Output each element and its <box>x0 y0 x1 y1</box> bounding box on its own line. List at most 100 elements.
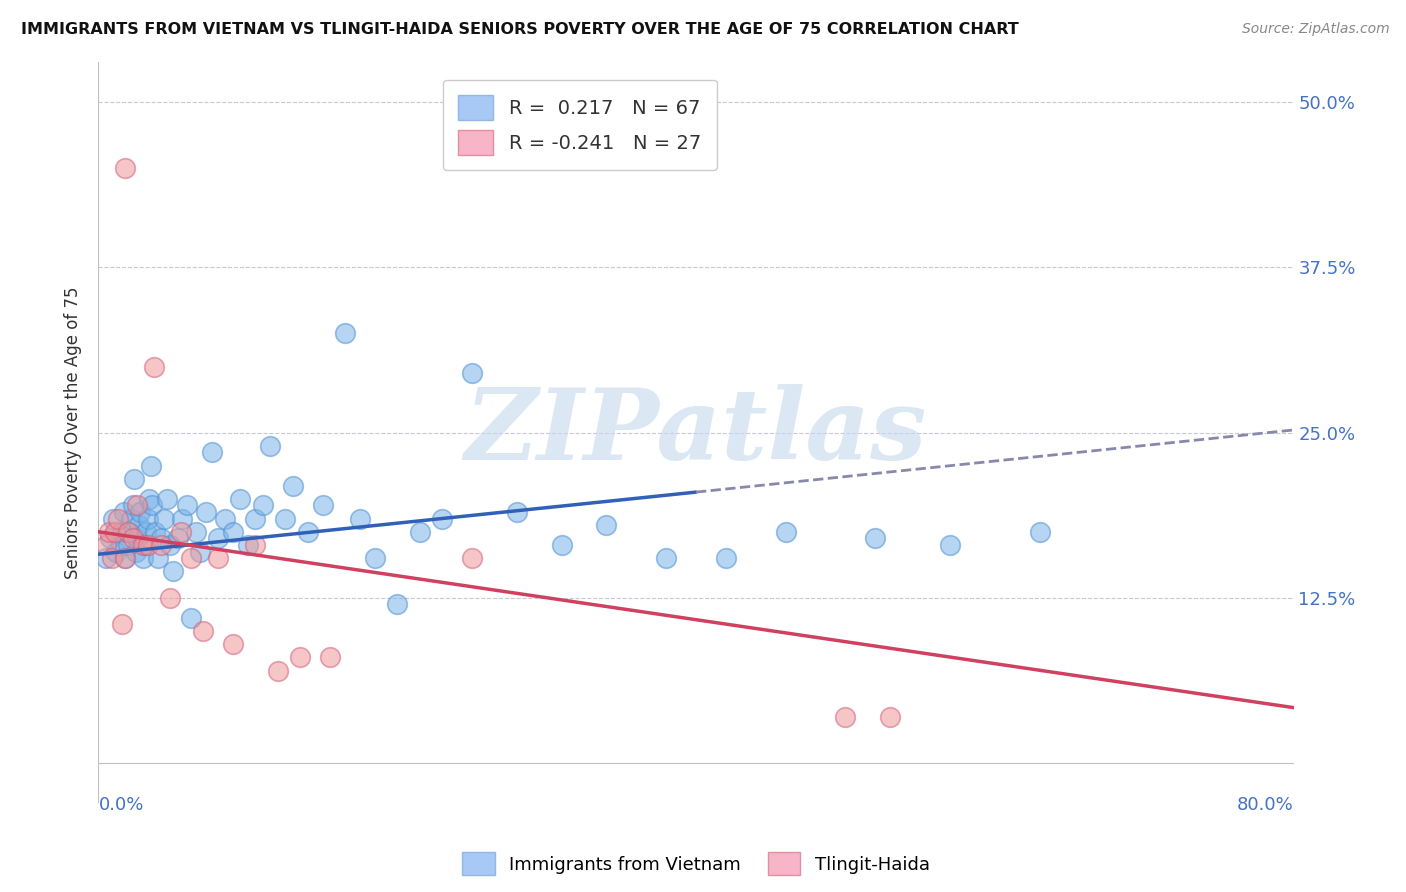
Point <box>153 511 176 525</box>
Point <box>128 518 150 533</box>
Point <box>214 511 236 525</box>
Point <box>148 551 170 566</box>
Point <box>461 366 484 380</box>
Point <box>245 511 267 525</box>
Point <box>111 617 134 632</box>
Point <box>97 524 120 539</box>
Point <box>105 544 128 558</box>
Point <box>162 565 184 579</box>
Point <box>143 524 166 539</box>
Point <box>288 650 311 665</box>
Point <box>114 551 136 566</box>
Point <box>184 524 207 539</box>
Point <box>461 551 484 566</box>
Point <box>150 538 173 552</box>
Point <box>655 551 678 566</box>
Point <box>139 458 162 473</box>
Point <box>121 532 143 546</box>
Point <box>207 532 229 546</box>
Point <box>775 524 797 539</box>
Point <box>101 551 124 566</box>
Point <box>94 551 117 566</box>
Point <box>297 524 319 539</box>
Point <box>364 551 387 566</box>
Point <box>156 491 179 506</box>
Point <box>141 499 163 513</box>
Point <box>169 524 191 539</box>
Point <box>129 505 152 519</box>
Point <box>281 478 304 492</box>
Point <box>349 511 371 525</box>
Point <box>550 538 572 552</box>
Point <box>236 538 259 552</box>
Point <box>245 538 267 552</box>
Point <box>834 710 856 724</box>
Point <box>159 591 181 605</box>
Point <box>195 505 218 519</box>
Point <box>135 524 157 539</box>
Point <box>138 491 160 506</box>
Point <box>865 532 887 546</box>
Point <box>430 511 453 525</box>
Text: ZIPatlas: ZIPatlas <box>465 384 927 481</box>
Point <box>180 551 202 566</box>
Point <box>408 524 430 539</box>
Point <box>142 359 165 374</box>
Point <box>132 551 155 566</box>
Point <box>191 624 214 638</box>
Point <box>94 538 117 552</box>
Point <box>111 524 134 539</box>
Point <box>506 505 529 519</box>
Point <box>114 161 136 176</box>
Point <box>121 499 143 513</box>
Point <box>136 511 159 525</box>
Text: 0.0%: 0.0% <box>98 797 143 814</box>
Point <box>127 499 149 513</box>
Legend: Immigrants from Vietnam, Tlingit-Haida: Immigrants from Vietnam, Tlingit-Haida <box>456 845 936 882</box>
Point <box>127 532 149 546</box>
Text: IMMIGRANTS FROM VIETNAM VS TLINGIT-HAIDA SENIORS POVERTY OVER THE AGE OF 75 CORR: IMMIGRANTS FROM VIETNAM VS TLINGIT-HAIDA… <box>21 22 1019 37</box>
Point <box>222 637 245 651</box>
Text: Source: ZipAtlas.com: Source: ZipAtlas.com <box>1241 22 1389 37</box>
Point <box>879 710 901 724</box>
Point <box>136 538 159 552</box>
Point <box>103 511 125 525</box>
Point <box>159 538 181 552</box>
Point <box>114 551 136 566</box>
Point <box>166 532 188 546</box>
Point <box>207 551 229 566</box>
Point <box>180 611 202 625</box>
Point <box>939 538 962 552</box>
Point <box>267 664 290 678</box>
Point <box>107 511 129 525</box>
Point <box>229 491 252 506</box>
Y-axis label: Seniors Poverty Over the Age of 75: Seniors Poverty Over the Age of 75 <box>63 286 82 579</box>
Point <box>172 511 194 525</box>
Point <box>125 544 148 558</box>
Point <box>132 538 155 552</box>
Point <box>134 538 156 552</box>
Point <box>201 445 224 459</box>
Point <box>714 551 737 566</box>
Point <box>176 499 198 513</box>
Point <box>595 518 617 533</box>
Point <box>120 511 142 525</box>
Text: 80.0%: 80.0% <box>1237 797 1294 814</box>
Point <box>112 505 135 519</box>
Point <box>150 532 173 546</box>
Point <box>188 544 211 558</box>
Point <box>319 650 342 665</box>
Point <box>118 524 141 539</box>
Point <box>222 524 245 539</box>
Point <box>98 532 122 546</box>
Point <box>124 472 146 486</box>
Point <box>1028 524 1050 539</box>
Point <box>104 524 127 539</box>
Point <box>385 598 409 612</box>
Point <box>259 439 281 453</box>
Point <box>110 538 132 552</box>
Point <box>311 499 333 513</box>
Point <box>117 524 139 539</box>
Point <box>117 538 139 552</box>
Point <box>252 499 274 513</box>
